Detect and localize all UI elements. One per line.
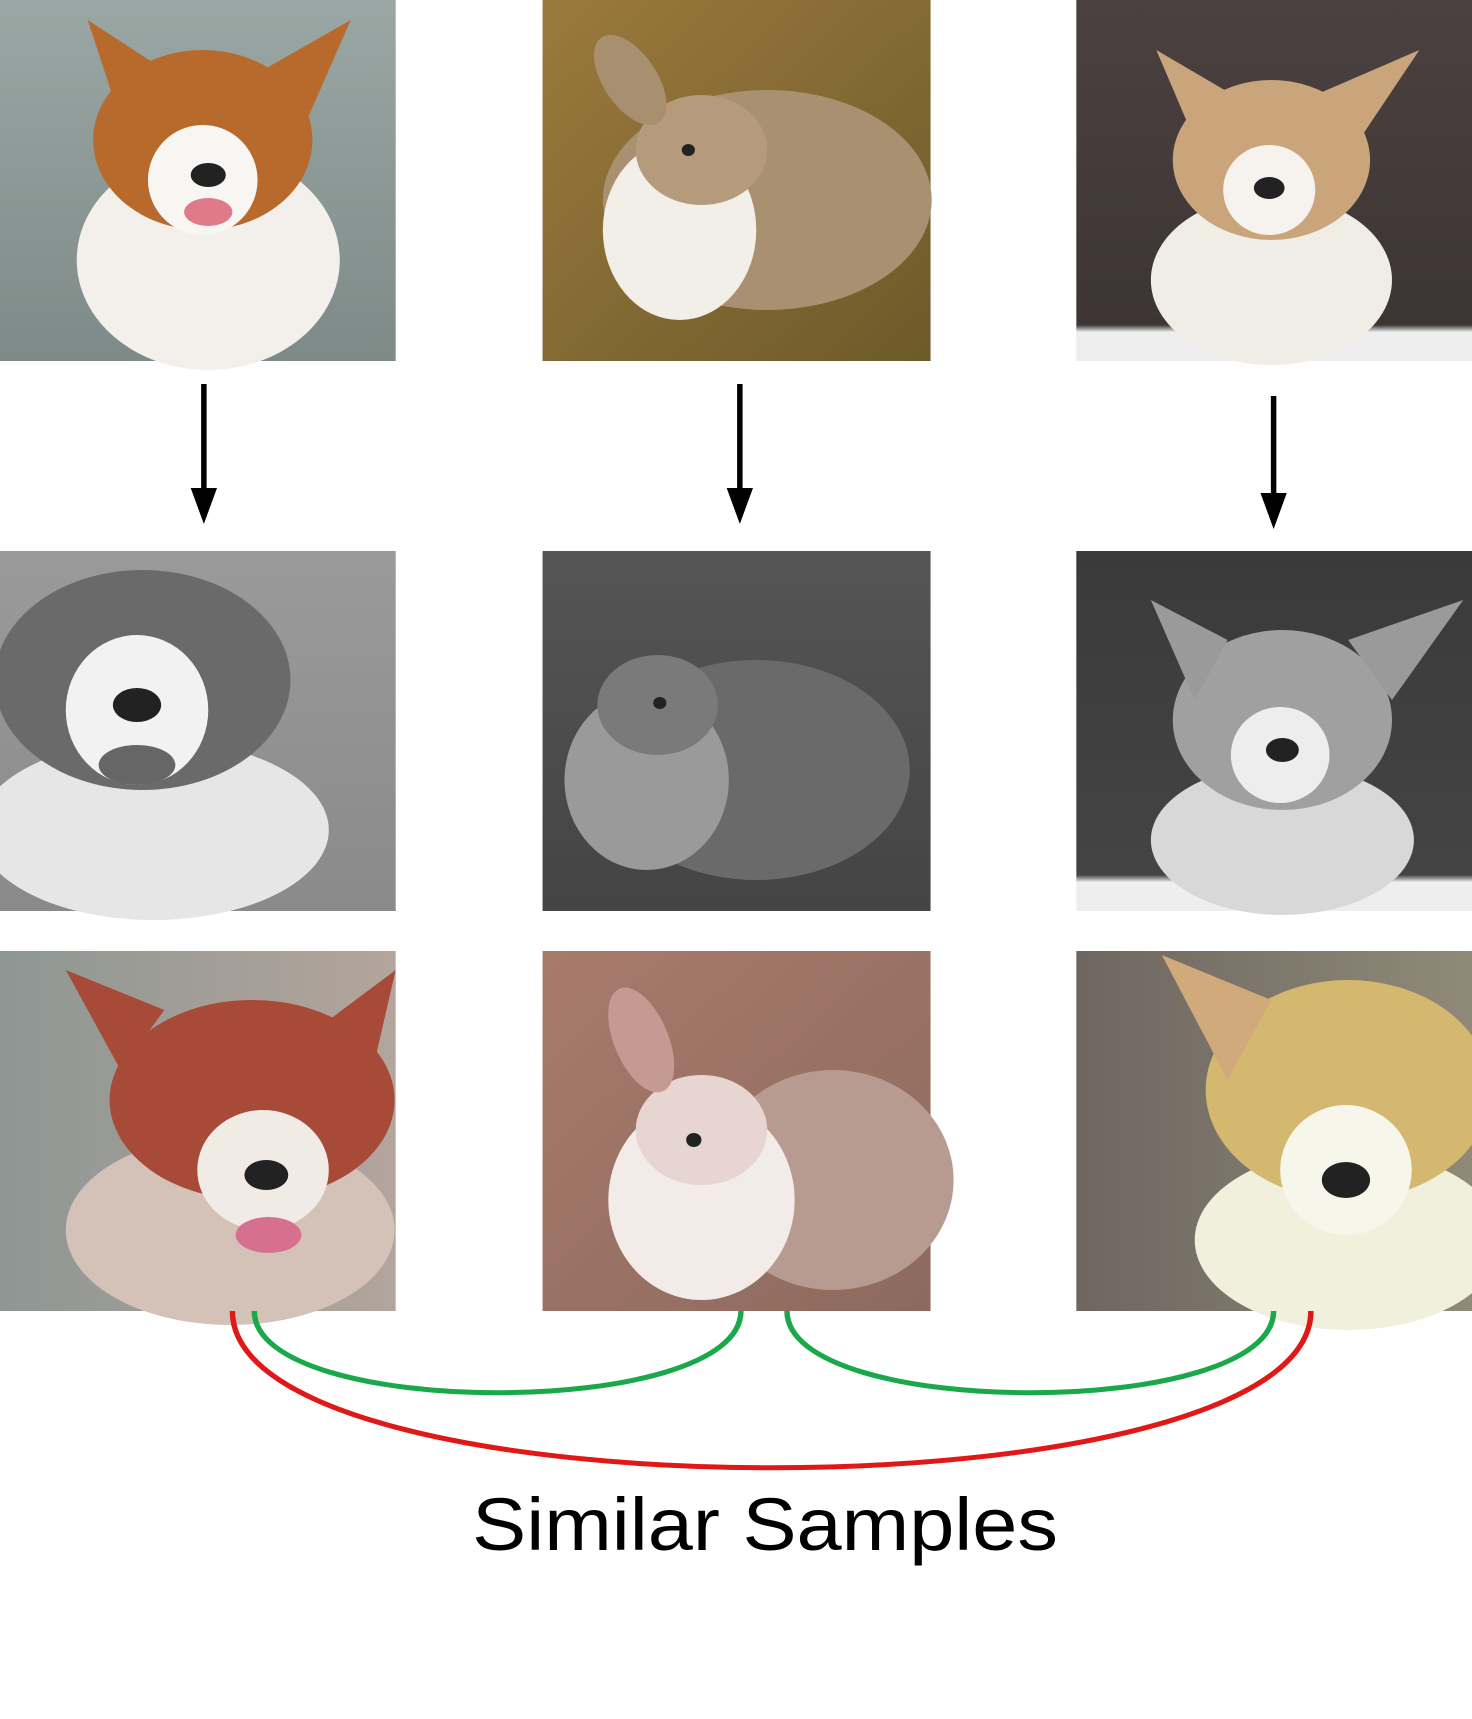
caption: Similar Samples (472, 1484, 1058, 1566)
photo-corgi-1-gray (0, 551, 396, 920)
photo-corgi-1 (0, 0, 396, 370)
photo-rabbit-1 (542, 0, 932, 361)
photo-rabbit-1-jitter (542, 951, 954, 1311)
arrow (190, 384, 1287, 529)
photo-rabbit-1-gray (542, 551, 931, 911)
photo-corgi-2-gray (1076, 551, 1472, 915)
photo-corgi-1-jitter (0, 951, 396, 1325)
photo-corgi-2 (1076, 0, 1472, 365)
photo-corgi-2-jitter (1076, 951, 1472, 1330)
similarity-curves (229, 1310, 1314, 1471)
